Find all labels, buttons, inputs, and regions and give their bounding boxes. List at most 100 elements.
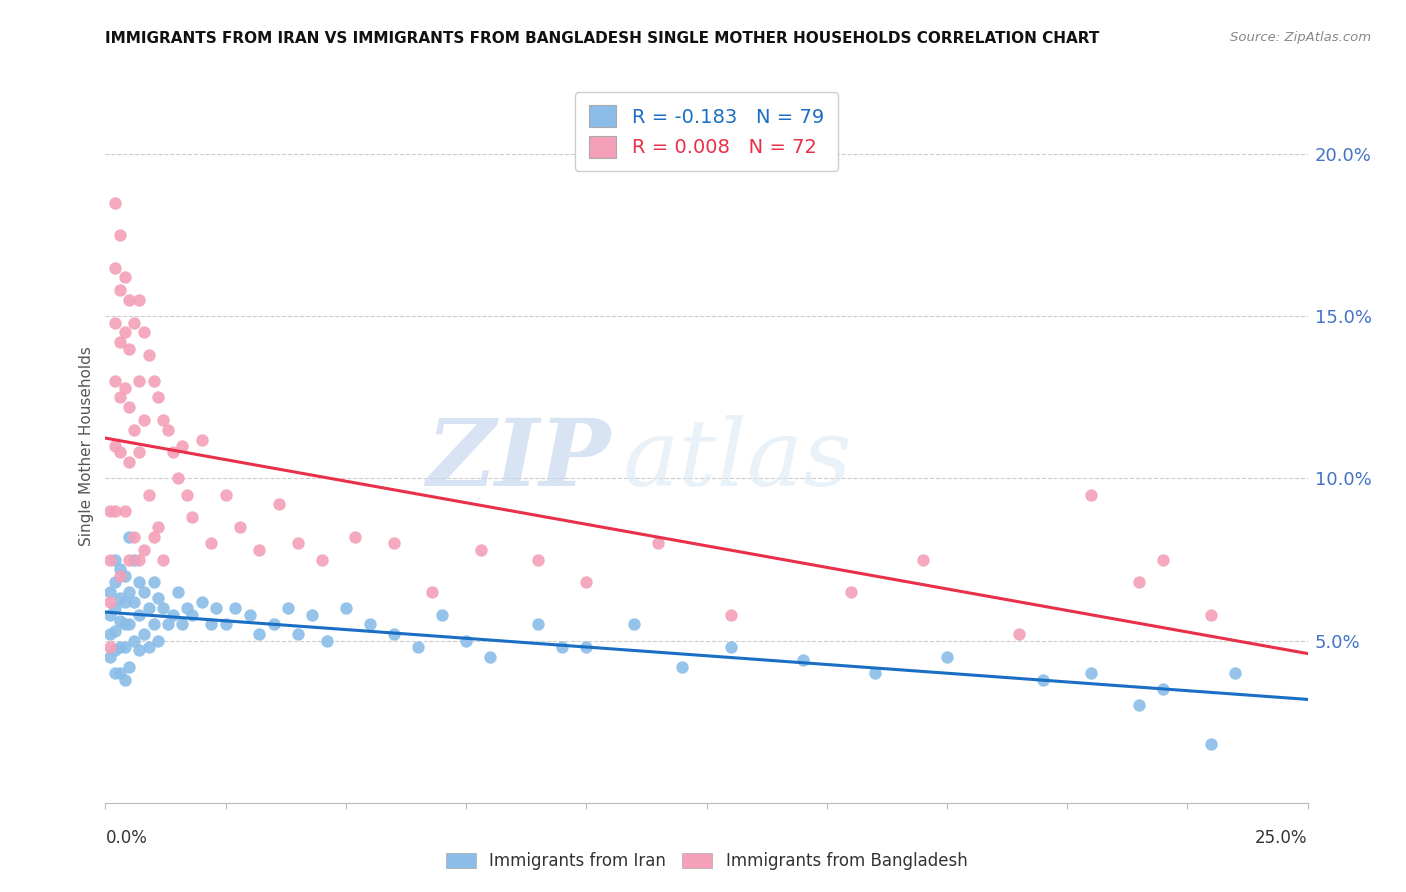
- Point: [114, 381, 136, 395]
- Point: [287, 536, 309, 550]
- Point: [200, 617, 222, 632]
- Point: [1201, 607, 1223, 622]
- Point: [142, 575, 165, 590]
- Point: [104, 575, 127, 590]
- Point: [118, 455, 141, 469]
- Point: [118, 659, 141, 673]
- Point: [247, 627, 270, 641]
- Point: [114, 673, 136, 687]
- Point: [671, 659, 693, 673]
- Point: [454, 633, 477, 648]
- Legend: R = -0.183   N = 79, R = 0.008   N = 72: R = -0.183 N = 79, R = 0.008 N = 72: [575, 92, 838, 171]
- Point: [138, 488, 160, 502]
- Text: 25.0%: 25.0%: [1256, 829, 1308, 847]
- Point: [527, 552, 550, 566]
- Text: Source: ZipAtlas.com: Source: ZipAtlas.com: [1230, 31, 1371, 45]
- Text: 0.0%: 0.0%: [105, 829, 148, 847]
- Point: [108, 666, 131, 681]
- Point: [104, 601, 127, 615]
- Point: [108, 591, 131, 606]
- Point: [142, 617, 165, 632]
- Point: [108, 390, 131, 404]
- Point: [114, 595, 136, 609]
- Point: [132, 326, 155, 340]
- Point: [118, 400, 141, 414]
- Point: [98, 627, 121, 641]
- Point: [98, 649, 121, 664]
- Point: [108, 640, 131, 654]
- Point: [128, 374, 150, 388]
- Point: [152, 601, 174, 615]
- Point: [263, 617, 285, 632]
- Point: [128, 575, 150, 590]
- Point: [205, 601, 228, 615]
- Point: [108, 228, 131, 243]
- Point: [430, 607, 453, 622]
- Point: [152, 413, 174, 427]
- Point: [1152, 552, 1174, 566]
- Point: [335, 601, 357, 615]
- Point: [911, 552, 934, 566]
- Point: [162, 445, 184, 459]
- Point: [98, 640, 121, 654]
- Point: [172, 617, 194, 632]
- Text: atlas: atlas: [623, 416, 852, 505]
- Point: [176, 488, 198, 502]
- Point: [104, 666, 127, 681]
- Point: [267, 497, 290, 511]
- Point: [108, 614, 131, 628]
- Point: [104, 439, 127, 453]
- Point: [98, 585, 121, 599]
- Point: [148, 520, 170, 534]
- Point: [647, 536, 669, 550]
- Point: [108, 562, 131, 576]
- Point: [124, 552, 146, 566]
- Point: [166, 471, 188, 485]
- Point: [104, 624, 127, 638]
- Point: [132, 413, 155, 427]
- Point: [792, 653, 814, 667]
- Point: [104, 504, 127, 518]
- Point: [128, 607, 150, 622]
- Point: [104, 643, 127, 657]
- Point: [152, 552, 174, 566]
- Point: [1008, 627, 1031, 641]
- Point: [1080, 666, 1102, 681]
- Point: [1032, 673, 1054, 687]
- Point: [623, 617, 645, 632]
- Point: [132, 542, 155, 557]
- Point: [470, 542, 492, 557]
- Text: ZIP: ZIP: [426, 416, 610, 505]
- Point: [162, 607, 184, 622]
- Point: [382, 627, 405, 641]
- Point: [114, 617, 136, 632]
- Point: [98, 607, 121, 622]
- Point: [287, 627, 309, 641]
- Point: [114, 504, 136, 518]
- Point: [108, 283, 131, 297]
- Text: IMMIGRANTS FROM IRAN VS IMMIGRANTS FROM BANGLADESH SINGLE MOTHER HOUSEHOLDS CORR: IMMIGRANTS FROM IRAN VS IMMIGRANTS FROM …: [105, 31, 1099, 46]
- Point: [132, 585, 155, 599]
- Point: [575, 640, 598, 654]
- Point: [229, 520, 252, 534]
- Point: [172, 439, 194, 453]
- Point: [406, 640, 429, 654]
- Point: [104, 552, 127, 566]
- Point: [156, 617, 179, 632]
- Point: [142, 374, 165, 388]
- Point: [104, 374, 127, 388]
- Point: [382, 536, 405, 550]
- Point: [1201, 738, 1223, 752]
- Point: [124, 423, 146, 437]
- Point: [104, 316, 127, 330]
- Point: [344, 530, 367, 544]
- Point: [114, 640, 136, 654]
- Point: [247, 542, 270, 557]
- Point: [315, 633, 337, 648]
- Point: [166, 585, 188, 599]
- Point: [118, 585, 141, 599]
- Point: [720, 640, 742, 654]
- Point: [156, 423, 179, 437]
- Point: [138, 640, 160, 654]
- Point: [214, 488, 236, 502]
